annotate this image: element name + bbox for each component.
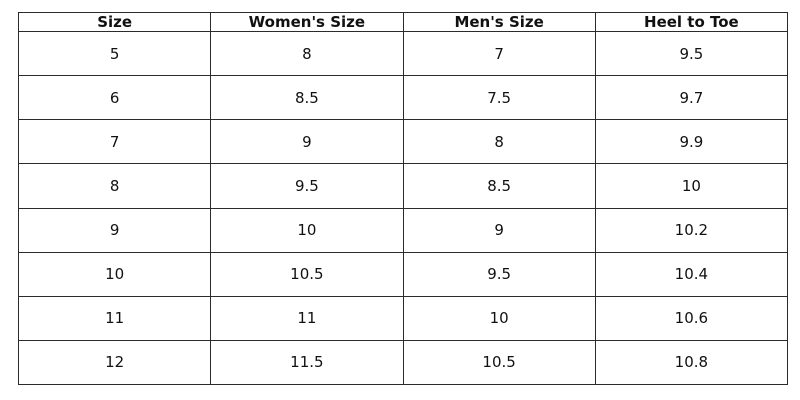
table-cell: 11 [17,295,212,341]
table-cell: 10.5 [210,251,404,297]
table-row: 6 8.5 7.5 9.7 [17,75,789,121]
table-cell: 8 [17,163,212,209]
table-cell: 11.5 [210,339,404,386]
table-body: 5 8 7 9.5 6 8.5 7.5 9.7 7 9 8 9.9 8 9.5 8.5 10 9 10 9 10.2 1… [17,30,789,386]
header-cell: Heel to Toe [594,12,789,32]
table-cell: 10 [17,251,212,297]
table-cell: 8.5 [210,75,404,121]
table-row: 11 11 10 10.6 [17,295,789,341]
table-cell: 9 [17,207,212,253]
table-cell: 11 [210,295,404,341]
header-cell: Women's Size [210,12,404,32]
table-cell: 10 [210,207,404,253]
table-cell: 7 [17,119,212,165]
table-cell: 8.5 [402,163,596,209]
table-row: 12 11.5 10.5 10.8 [17,339,789,386]
table-cell: 8 [402,119,596,165]
table-cell: 10.4 [594,251,789,297]
table-cell: 9.5 [594,30,789,77]
table-cell: 9.5 [402,251,596,297]
table-row: 9 10 9 10.2 [17,207,789,253]
table-cell: 12 [17,339,212,386]
table-row: 8 9.5 8.5 10 [17,163,789,209]
table-cell: 10.5 [402,339,596,386]
header-cell: Men's Size [402,12,596,32]
table-cell: 9 [210,119,404,165]
table-cell: 8 [210,30,404,77]
header-row: Size Women's Size Men's Size Heel to Toe [17,12,789,32]
table-cell: 10 [402,295,596,341]
table-cell: 10.6 [594,295,789,341]
table-cell: 9.7 [594,75,789,121]
table-cell: 10.8 [594,339,789,386]
table-cell: 9.5 [210,163,404,209]
table-cell: 6 [17,75,212,121]
table-row: 10 10.5 9.5 10.4 [17,251,789,297]
table-cell: 7.5 [402,75,596,121]
table-row: 5 8 7 9.5 [17,30,789,77]
table-cell: 10 [594,163,789,209]
table-row: 7 9 8 9.9 [17,119,789,165]
table-header: Size Women's Size Men's Size Heel to Toe [17,12,789,32]
table-cell: 10.2 [594,207,789,253]
table-cell: 7 [402,30,596,77]
table-cell: 5 [17,30,212,77]
table-cell: 9.9 [594,119,789,165]
header-cell: Size [17,12,212,32]
table-cell: 9 [402,207,596,253]
